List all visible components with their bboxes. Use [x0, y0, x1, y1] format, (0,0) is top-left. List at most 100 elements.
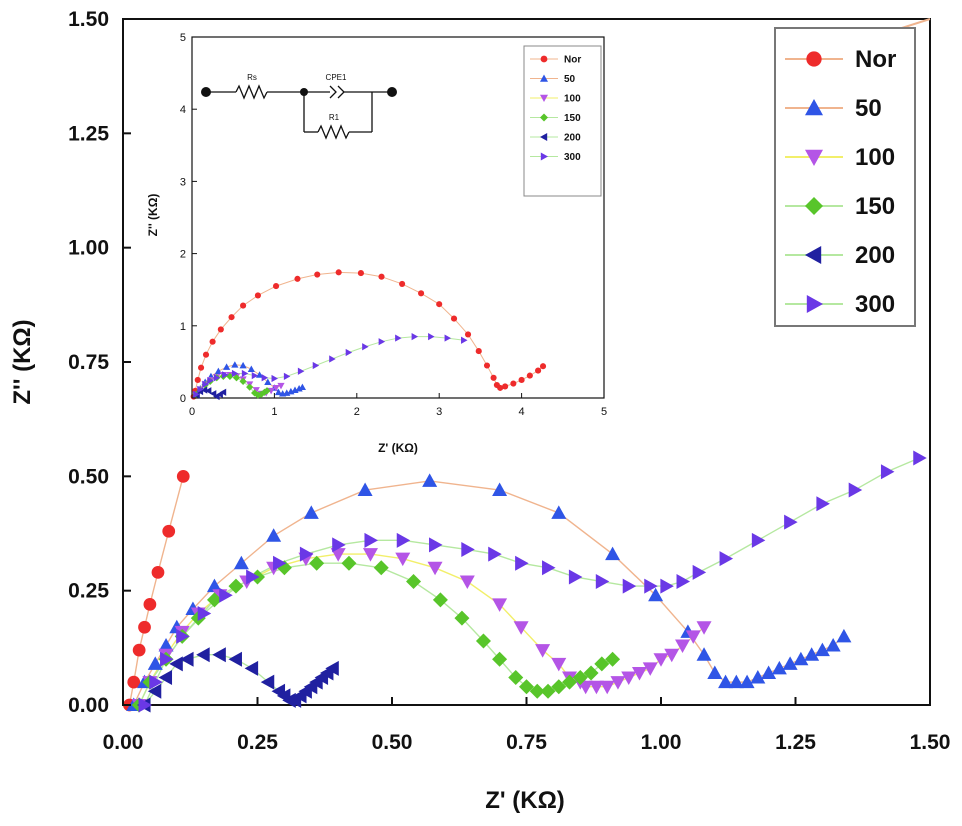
inset-legend-label-50: 50 — [564, 74, 576, 85]
main-x-tick-label: 1.50 — [910, 731, 951, 754]
inset-point-300 — [261, 374, 269, 382]
main-point-200 — [196, 647, 210, 663]
inset-point-50 — [274, 388, 283, 396]
circuit-terminal-right — [387, 87, 397, 97]
main-point-150 — [583, 665, 599, 681]
main-point-100 — [664, 648, 680, 663]
inset-point-50 — [231, 361, 239, 368]
main-point-50 — [718, 674, 734, 689]
main-point-50 — [739, 674, 755, 689]
main-point-50 — [605, 546, 621, 561]
main-point-300 — [676, 574, 691, 590]
inset-legend-label-150: 150 — [564, 113, 581, 124]
inset-point-Nor — [378, 273, 385, 280]
main-point-100 — [653, 653, 669, 667]
main-point-100 — [395, 552, 411, 567]
main-legend-box — [774, 27, 916, 327]
inset-point-Nor — [209, 338, 216, 345]
inset-point-200 — [219, 388, 227, 396]
main-point-50 — [422, 473, 438, 487]
main-point-300 — [138, 697, 153, 713]
inset-point-300 — [213, 374, 221, 382]
inset-point-150 — [226, 372, 234, 380]
main-point-50 — [158, 638, 174, 652]
main-point-300 — [176, 628, 190, 644]
main-point-100 — [675, 639, 691, 654]
inset-point-Nor — [526, 372, 533, 379]
inset-point-Nor — [294, 275, 301, 282]
inset-legend-label-100: 100 — [564, 94, 581, 105]
main-point-100 — [631, 666, 647, 681]
inset-point-300 — [222, 371, 229, 379]
main-point-50 — [147, 656, 163, 670]
inset-x-axis-label: Z' (KΩ) — [378, 441, 418, 455]
main-point-50 — [492, 482, 508, 497]
inset-legend-marker-150 — [540, 113, 548, 122]
inset-point-50 — [255, 371, 264, 378]
inset-point-100 — [272, 385, 280, 392]
inset-legend-marker-50 — [540, 74, 548, 82]
main-point-150 — [454, 610, 470, 626]
inset-point-Nor — [464, 331, 472, 338]
main-point-300 — [784, 514, 798, 530]
main-point-50 — [696, 647, 712, 661]
main-point-50 — [793, 651, 809, 666]
main-point-300 — [332, 537, 346, 553]
main-point-300 — [816, 496, 830, 512]
circuit-label-rs: Rs — [247, 73, 257, 82]
inset-point-Nor — [357, 270, 364, 277]
main-point-100 — [599, 680, 615, 695]
main-point-150 — [309, 555, 325, 571]
inset-x-tick-label: 4 — [519, 406, 525, 418]
main-legend-label-50: 50 — [855, 95, 882, 122]
inset-point-300 — [312, 361, 320, 370]
inset-point-Nor — [450, 315, 458, 322]
main-point-200 — [244, 660, 259, 676]
main-y-tick-label: 1.25 — [68, 122, 109, 145]
main-point-300 — [751, 532, 766, 548]
inset-point-200 — [209, 390, 217, 398]
main-point-100 — [362, 548, 378, 562]
main-point-100 — [588, 680, 604, 695]
main-y-tick-label: 1.00 — [68, 237, 109, 260]
main-point-150 — [562, 674, 578, 690]
main-point-50 — [707, 665, 723, 679]
circuit-resistor-rs — [235, 84, 268, 100]
main-x-tick-label: 0.25 — [237, 731, 278, 754]
main-series-line-50 — [133, 480, 845, 706]
inset-point-300 — [207, 377, 214, 385]
inset-point-Nor — [535, 367, 542, 374]
main-point-300 — [396, 532, 411, 548]
main-x-tick-label: 0.00 — [103, 731, 144, 754]
inset-point-Nor — [510, 380, 517, 387]
main-point-300 — [568, 569, 583, 585]
main-legend-label-Nor: Nor — [855, 46, 896, 73]
main-point-200 — [228, 651, 242, 667]
main-point-300 — [160, 651, 174, 667]
inset-y-tick-label: 0 — [180, 393, 186, 405]
main-point-50 — [728, 674, 744, 689]
main-point-200 — [212, 647, 226, 663]
inset-legend-label-200: 200 — [564, 133, 581, 144]
inset-point-Nor — [240, 302, 247, 309]
main-point-50 — [648, 587, 664, 602]
inset-legend-label-Nor: Nor — [564, 55, 581, 66]
main-point-100 — [578, 680, 594, 695]
main-point-300 — [299, 546, 314, 562]
inset-point-300 — [411, 333, 419, 341]
inset-y-tick-label: 4 — [180, 104, 186, 116]
main-point-200 — [147, 683, 162, 699]
circuit-label-cpe1: CPE1 — [326, 73, 347, 82]
main-point-Nor — [151, 565, 165, 579]
inset-point-50 — [264, 378, 272, 385]
main-x-tick-label: 0.75 — [506, 731, 547, 754]
inset-point-Nor — [194, 376, 201, 384]
main-point-50 — [761, 665, 777, 679]
main-point-150 — [594, 656, 610, 672]
main-point-300 — [644, 578, 658, 594]
circuit-resistor-r1 — [317, 124, 350, 140]
main-point-50 — [233, 555, 249, 570]
inset-point-150 — [239, 377, 247, 385]
inset-point-300 — [461, 336, 468, 344]
inset-point-300 — [197, 385, 204, 393]
